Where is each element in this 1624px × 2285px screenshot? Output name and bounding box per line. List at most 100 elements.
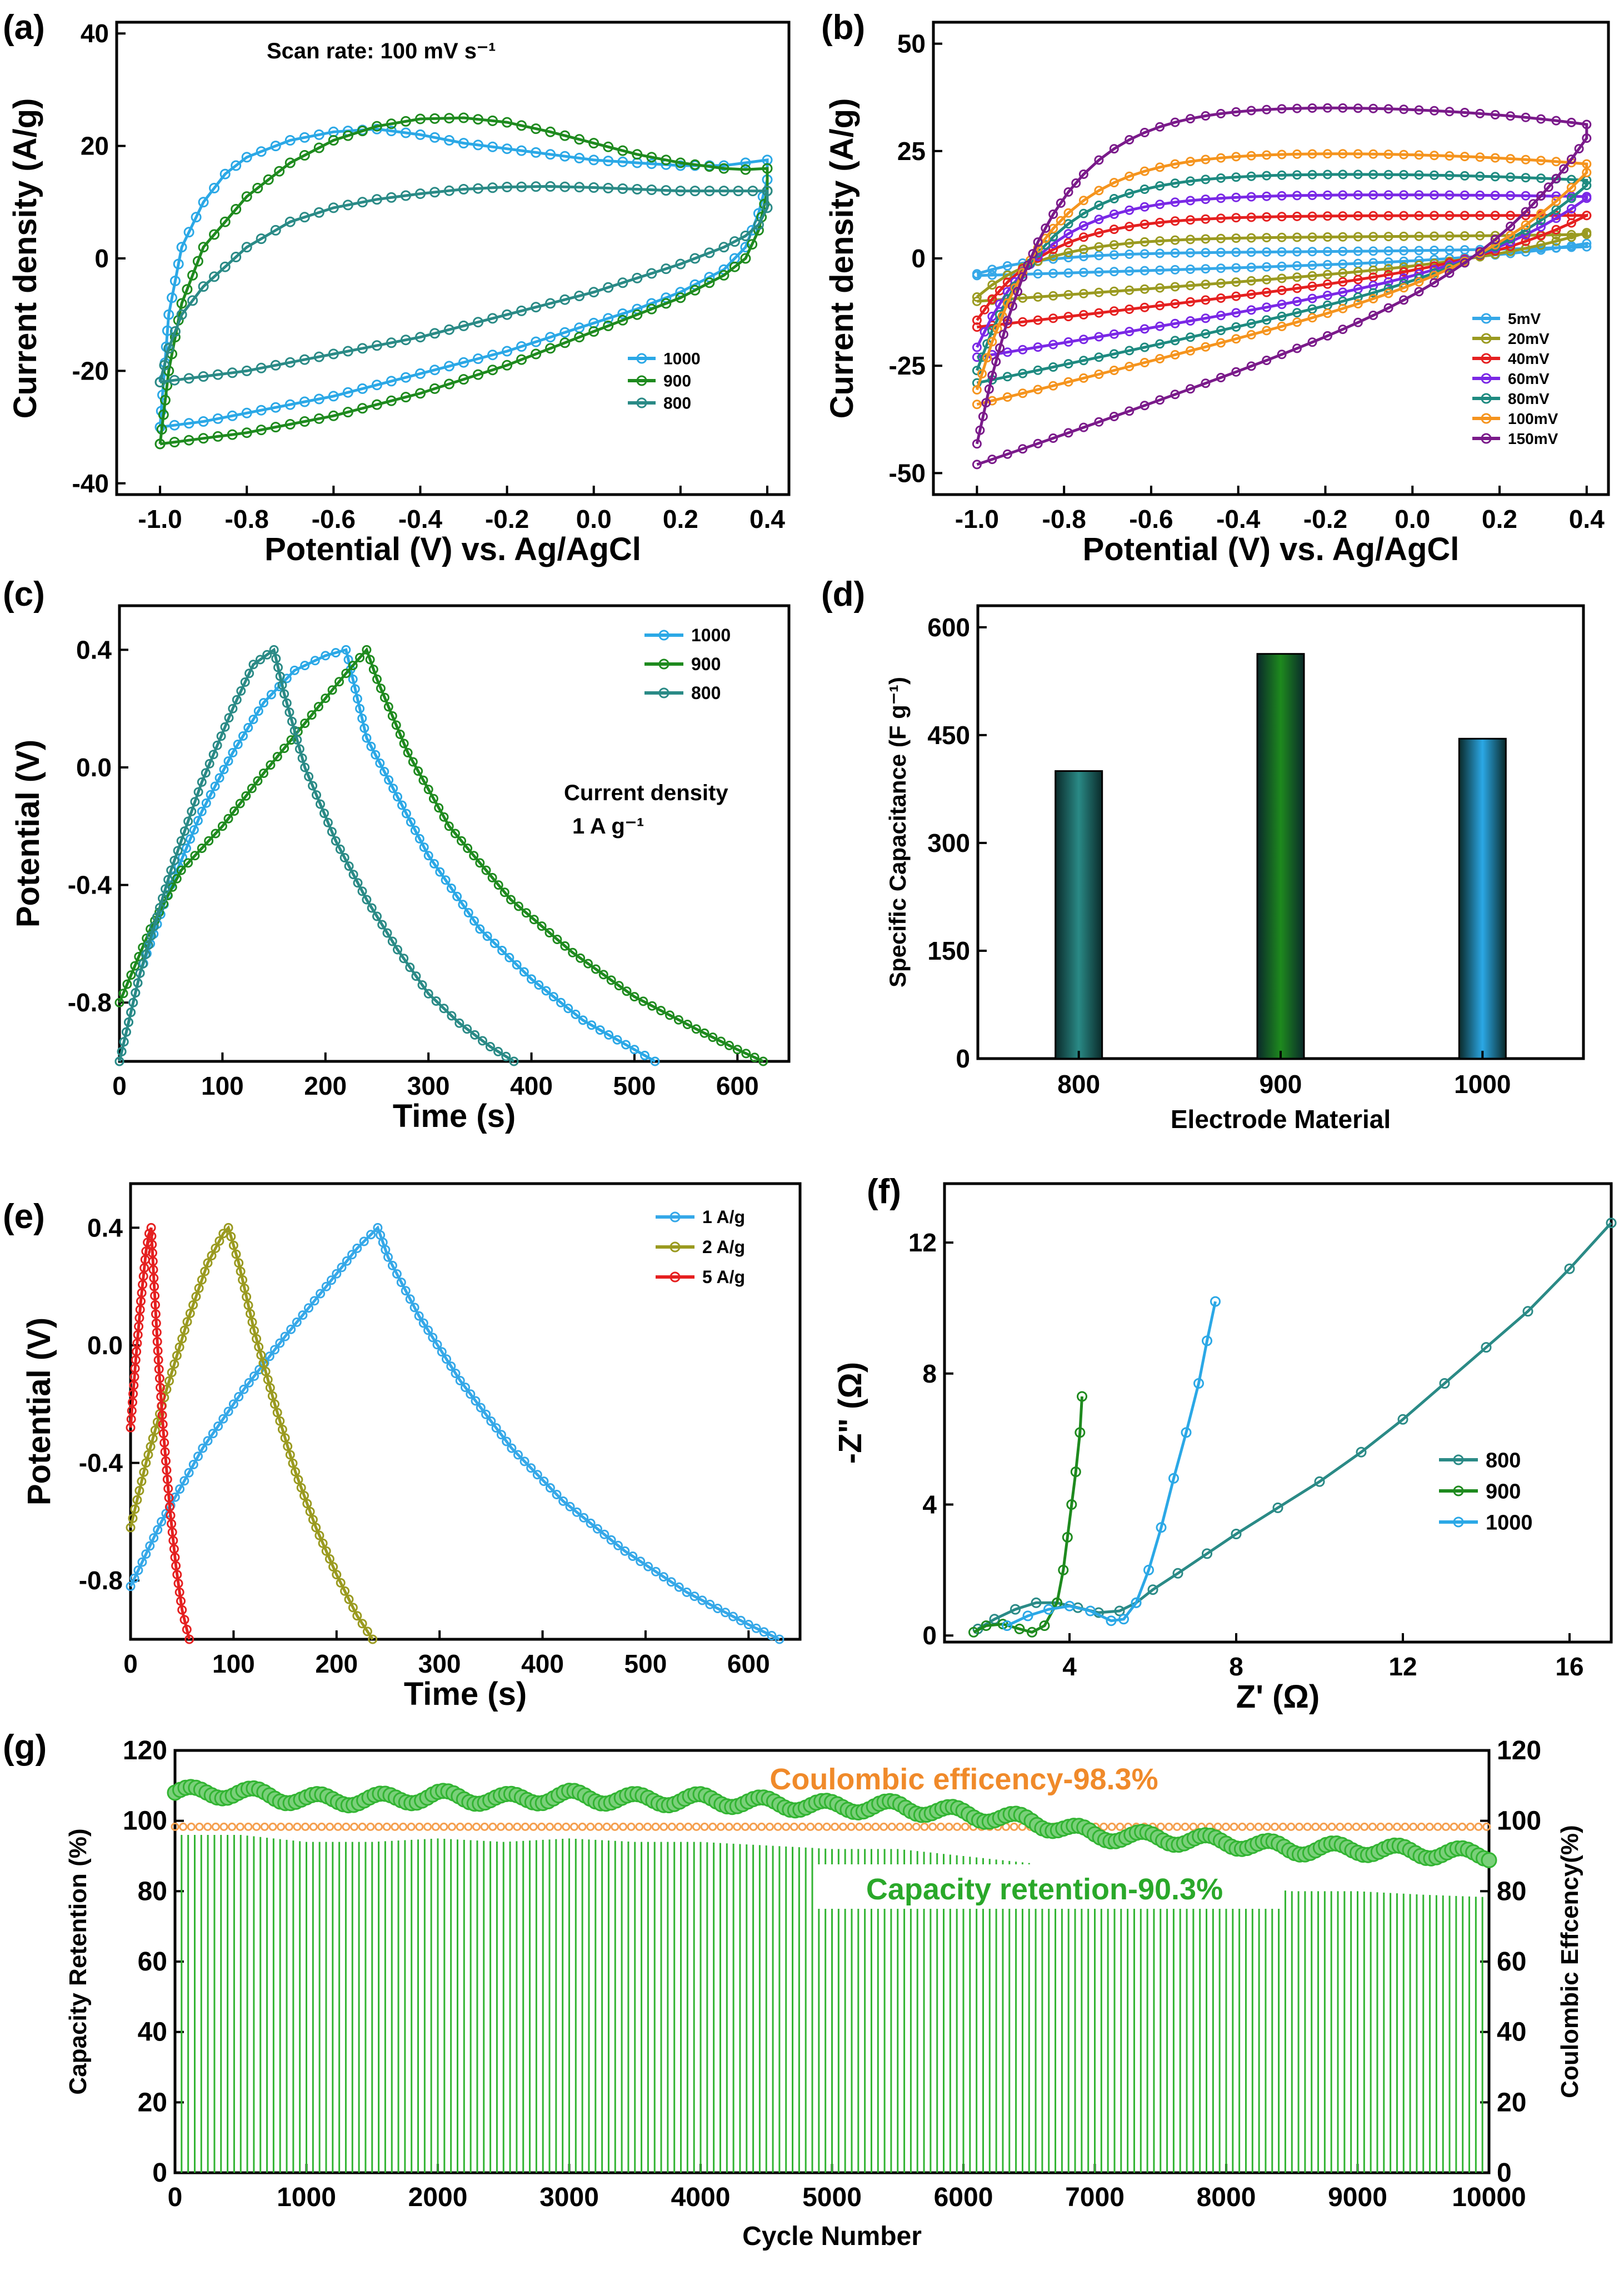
gcd-c-900-point <box>665 1010 674 1020</box>
y-tick-label: 25 <box>897 137 926 166</box>
gcd-e-1 A/g-point <box>239 1384 249 1394</box>
cv-b-150mV-point <box>972 439 982 449</box>
gcd-c-900-point <box>176 865 186 875</box>
cv-a-800-point <box>704 247 715 258</box>
cv-a-1000-point <box>444 135 454 146</box>
eis-900-line <box>973 1396 1083 1634</box>
coulombic-point <box>1409 1822 1418 1831</box>
coulombic-point <box>1107 1822 1116 1831</box>
gcd-e-5 A/g-point <box>157 1410 167 1420</box>
coulombic-point <box>789 1822 798 1831</box>
cv-b-80mV-point <box>1201 174 1211 184</box>
gcd-c-800-point <box>399 954 409 964</box>
gcd-c-900-point <box>211 829 221 839</box>
cv-b-20mV-point <box>1475 231 1485 241</box>
coulombic-point <box>822 1822 831 1831</box>
eis-800-point <box>1114 1605 1125 1617</box>
coulombic-point <box>619 1822 627 1831</box>
cv-a-1000-point <box>444 361 454 372</box>
cv-b-5mV-point <box>972 271 982 281</box>
cv-a-900-point <box>284 157 296 168</box>
gcd-c-900-point <box>629 992 639 1002</box>
gcd-e-2 A/g-point <box>228 1240 238 1250</box>
cv-a-800-point <box>646 184 657 195</box>
cv-a-800-point <box>270 224 281 236</box>
gcd-c-800-point <box>509 1056 519 1066</box>
cv-b-80mV-point <box>1277 311 1287 321</box>
coulombic-point <box>643 1822 652 1831</box>
y2-tick-label: 100 <box>1497 1807 1541 1836</box>
gcd-c-900-point <box>434 803 444 813</box>
coulombic-point <box>1100 1822 1108 1831</box>
coulombic-point <box>546 1822 554 1831</box>
gcd-c-800-point <box>367 903 377 913</box>
cv-b-60mV-point <box>1277 300 1287 310</box>
coulombic-point <box>912 1822 921 1831</box>
gcd-c-900-point <box>266 760 276 770</box>
cv-b-150mV-point <box>1201 378 1211 388</box>
cv-b-80mV-point <box>1338 169 1348 179</box>
x-tick-label: -0.2 <box>485 505 529 533</box>
cv-a-1000-point <box>487 141 498 152</box>
cv-b-100mV-point <box>1201 154 1211 164</box>
gcd-e-1 A/g-point <box>401 1286 411 1296</box>
legend-marker <box>1481 373 1492 384</box>
x-axis-label: Cycle Number <box>742 2222 922 2251</box>
gcd-c-800-point <box>478 1036 487 1046</box>
cv-b-100mV-point <box>1078 373 1088 383</box>
gcd-c-1000-point <box>548 992 558 1002</box>
cv-b-100mV-point <box>1216 338 1226 348</box>
gcd-e-2 A/g-point <box>283 1441 293 1451</box>
coulombic-point <box>936 1822 945 1831</box>
cv-b-80mV-line <box>976 173 1588 385</box>
eis-800-point <box>1481 1342 1492 1353</box>
gcd-c-1000-point <box>414 834 424 844</box>
y-tick-label: -40 <box>72 469 109 498</box>
cv-b-150mV-point <box>1430 106 1439 116</box>
gcd-c-1000-point <box>419 842 429 852</box>
cv-b-5mV-point <box>1246 247 1256 257</box>
cv-a-900-point <box>574 134 585 145</box>
cv-a-1000-point <box>167 292 177 303</box>
y2-tick-label: 120 <box>1497 1736 1541 1765</box>
coulombic-point <box>431 1822 440 1831</box>
gcd-e-2 A/g-point <box>218 1229 228 1239</box>
legend-marker <box>658 658 669 670</box>
cv-b-20mV-point <box>972 296 982 306</box>
cv-b-20mV-point <box>1201 280 1211 290</box>
cv-b-60mV-point <box>1246 192 1256 202</box>
gcd-c-900-point <box>529 915 539 925</box>
cv-b-60mV-point <box>1338 190 1348 200</box>
coulombic-point <box>1466 1822 1475 1831</box>
x-tick-label: -1.0 <box>955 505 999 533</box>
gcd-e-2 A/g-point <box>336 1578 346 1588</box>
cv-a-1000-point <box>574 153 585 163</box>
cv-b-20mV-point <box>1140 237 1150 247</box>
cv-b-5mV-point <box>1262 247 1272 257</box>
gcd-e-1 A/g-point <box>179 1476 189 1486</box>
gcd-e-1 A/g-point <box>466 1389 476 1399</box>
cv-a-900-point <box>661 154 672 166</box>
coulombic-point <box>1271 1822 1279 1831</box>
gcd-e-2 A/g-point <box>302 1499 312 1509</box>
cv-a-1000-point <box>473 353 483 364</box>
cv-b-60mV-point <box>1566 204 1576 214</box>
eis-900-point <box>1075 1427 1086 1438</box>
gcd-e-2 A/g-point <box>223 1223 233 1233</box>
x-tick-label: 400 <box>521 1649 564 1678</box>
eis-900-point <box>1014 1623 1025 1634</box>
gcd-c-1000-point <box>541 986 551 996</box>
x-tick-label: 1000 <box>1454 1070 1511 1099</box>
gcd-e-2 A/g-point <box>167 1368 177 1378</box>
cv-b-60mV-point <box>1048 340 1058 350</box>
cv-b-80mV-point <box>1246 318 1256 328</box>
coulombic-point <box>1295 1822 1303 1831</box>
gcd-c-900-point <box>469 851 479 861</box>
y-axis-label: Capacity Retention (%) <box>64 1828 92 2094</box>
gcd-c-900-point <box>122 979 132 989</box>
x-tick-label: 0.0 <box>576 505 612 533</box>
panel-label: (e) <box>3 1198 45 1236</box>
cv-a-800-point <box>574 182 585 193</box>
y2-tick-label: 20 <box>1497 2088 1526 2117</box>
cv-a-1000-point <box>198 416 209 427</box>
